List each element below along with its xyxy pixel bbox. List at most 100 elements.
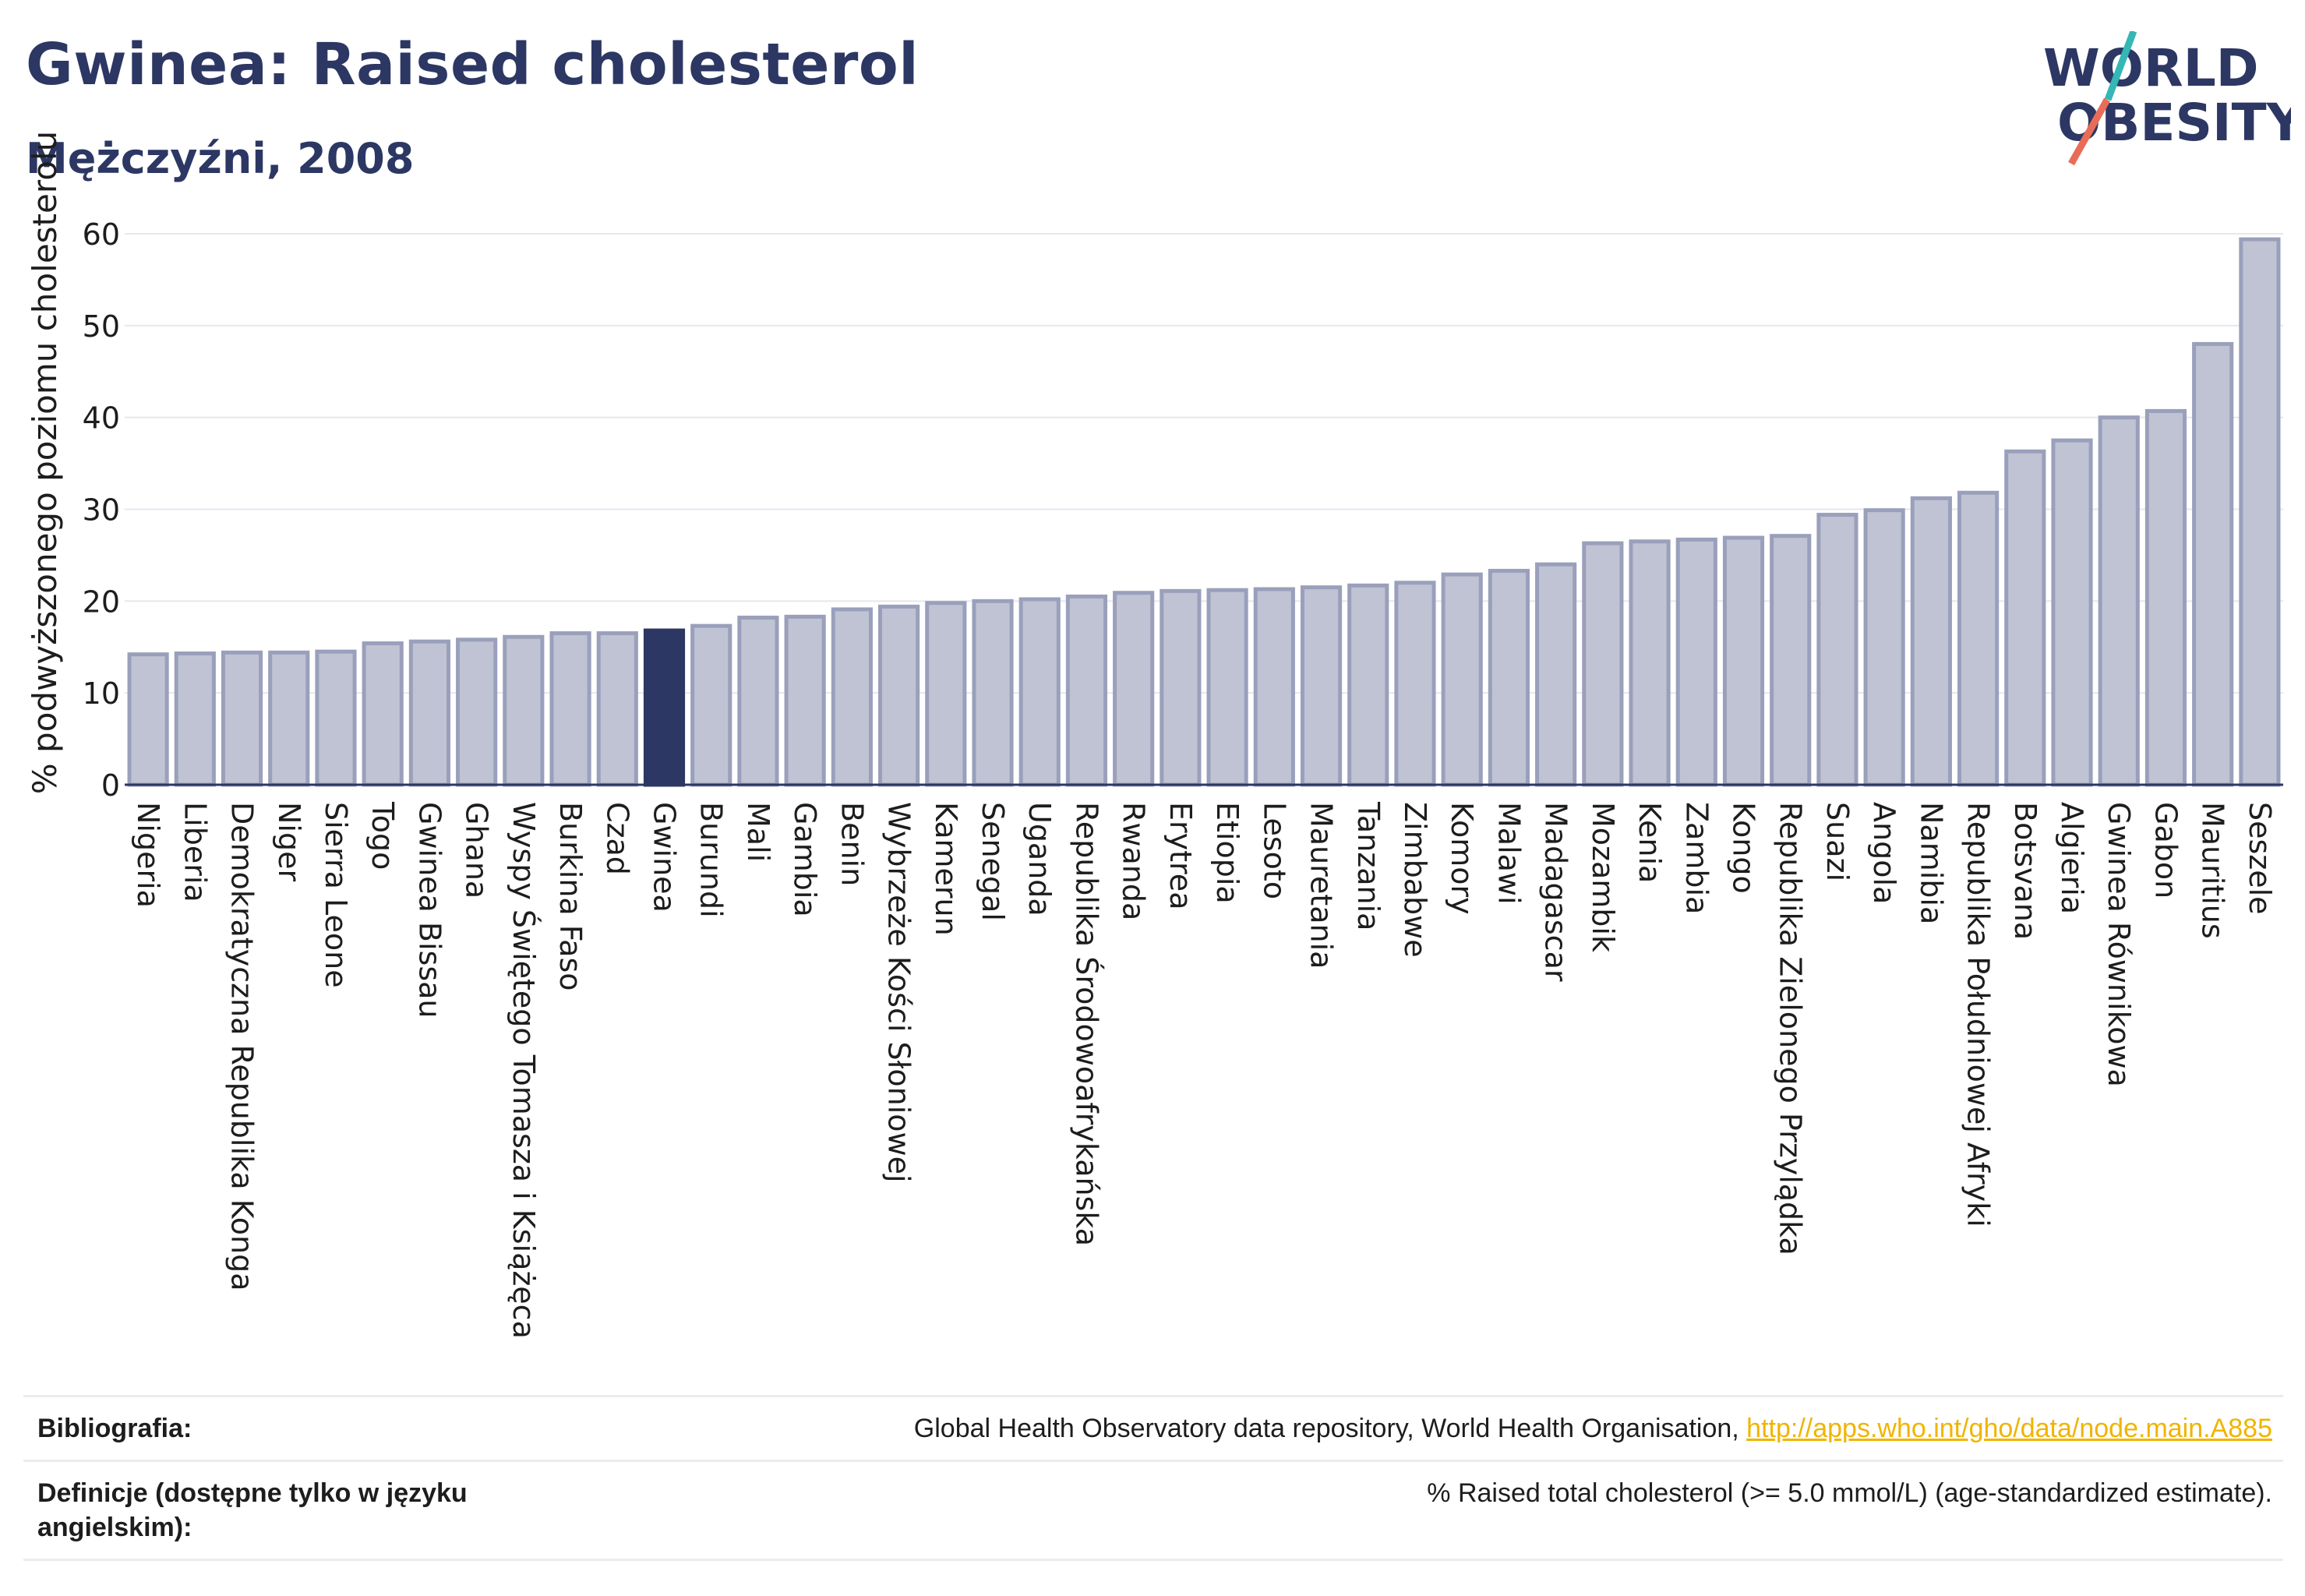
- bar: [408, 639, 451, 787]
- x-tick-label: Burkina Faso: [553, 802, 588, 991]
- bar: [549, 631, 591, 787]
- x-tick-label: Botsvana: [2008, 802, 2042, 940]
- bar: [972, 598, 1014, 787]
- x-tick-label: Togo: [365, 801, 400, 870]
- bar: [1629, 539, 1671, 787]
- x-tick-label: Mozambik: [1586, 802, 1620, 952]
- x-tick-label: Gabon: [2148, 802, 2183, 899]
- x-tick-label: Niger: [272, 802, 306, 881]
- bar-chart: 0 10 20 30 40 50 60 % podwyższonego poziomu cho…: [26, 131, 2283, 1339]
- bar: [878, 604, 920, 787]
- chart-subtitle: Mężczyźni, 2008: [26, 134, 415, 183]
- x-tick-label: Senegal: [976, 802, 1010, 921]
- bar: [1488, 568, 1530, 787]
- bar: [1394, 581, 1436, 787]
- bar: [1347, 583, 1389, 787]
- bar: [1018, 597, 1061, 787]
- x-tick-label: Seszele: [2243, 802, 2277, 915]
- x-tick-label: Lesoto: [1257, 802, 1291, 899]
- chart-title: Gwinea: Raised cholesterol: [26, 31, 920, 98]
- x-tick-label: Sierra Leone: [319, 802, 353, 988]
- x-tick-label: Gambia: [788, 802, 822, 917]
- bar: [1722, 535, 1765, 787]
- y-tick-label: 30: [83, 493, 120, 528]
- x-tick-label: Uganda: [1022, 802, 1057, 916]
- bar: [1253, 587, 1295, 787]
- definition-value: % Raised total cholesterol (>= 5.0 mmol/…: [1427, 1478, 2272, 1508]
- bar: [1441, 572, 1483, 787]
- bar: [784, 614, 826, 787]
- x-tick-label: Madagascar: [1539, 802, 1573, 982]
- x-tick-label: Kamerun: [929, 802, 963, 936]
- x-tick-label: Nigeria: [131, 802, 165, 908]
- x-tick-label: Demokratyczna Republika Konga: [225, 802, 259, 1291]
- bar: [596, 631, 638, 787]
- definition-row: Definicje (dostępne tylko w języku angie…: [23, 1460, 2283, 1561]
- x-tick-label: Benin: [835, 802, 869, 886]
- bar: [1113, 591, 1155, 787]
- bar: [1535, 562, 1577, 787]
- x-tick-label: Mauretania: [1304, 802, 1339, 969]
- y-tick-label: 0: [101, 768, 120, 803]
- bar: [643, 628, 686, 787]
- logo-word-world: WORLD: [2043, 38, 2259, 98]
- x-tick-label: Liberia: [178, 802, 212, 902]
- bar: [1770, 534, 1812, 787]
- bar: [2051, 438, 2093, 787]
- bar: [2192, 341, 2234, 787]
- bar: [1160, 588, 1202, 787]
- source-link[interactable]: http://apps.who.int/gho/data/node.main.A…: [1746, 1414, 2272, 1443]
- y-tick-label: 20: [83, 584, 120, 619]
- bar: [2239, 237, 2281, 787]
- x-tick-label: Komory: [1445, 802, 1479, 915]
- bar: [925, 601, 967, 787]
- y-tick-label: 60: [83, 217, 120, 252]
- bar: [127, 652, 169, 787]
- y-tick-label: 10: [83, 676, 120, 711]
- x-tick-label: Suazi: [1820, 802, 1855, 881]
- chart-footer: Bibliografia: Global Health Observatory …: [23, 1395, 2283, 1561]
- bar: [174, 651, 216, 787]
- x-tick-label: Algieria: [2055, 802, 2089, 914]
- x-tick-label: Mauritius: [2196, 802, 2230, 939]
- x-tick-label: Kenia: [1633, 802, 1667, 883]
- x-tick-label: Republika Południowej Afryki: [1961, 802, 1996, 1227]
- x-tick-label: Gwinea Bissau: [412, 802, 447, 1019]
- bar: [1675, 537, 1717, 787]
- source-label: Bibliografia:: [37, 1414, 192, 1443]
- y-axis-title: % podwyższonego poziomu cholesterolu: [26, 131, 64, 794]
- x-tick-label: Ghana: [460, 802, 494, 899]
- bar: [1206, 588, 1248, 787]
- bar: [1582, 541, 1624, 787]
- bar: [1065, 594, 1108, 787]
- bar: [1957, 490, 2000, 787]
- x-tick-label: Kongo: [1727, 802, 1761, 894]
- x-tick-label: Etiopia: [1210, 802, 1244, 904]
- x-tick-label: Czad: [600, 802, 634, 875]
- x-tick-label: Angola: [1867, 802, 1901, 904]
- x-tick-label: Zambia: [1679, 802, 1714, 914]
- bar: [2004, 449, 2046, 787]
- source-row: Bibliografia: Global Health Observatory …: [23, 1395, 2283, 1460]
- bar: [1910, 496, 1952, 787]
- bar: [503, 634, 545, 787]
- bar: [2098, 415, 2140, 787]
- x-tick-label: Wyspy Świętego Tomasza i Książęca: [507, 802, 541, 1339]
- bar: [456, 637, 498, 787]
- x-tick-label: Burundi: [694, 802, 729, 918]
- x-tick-label: Republika Środowoafrykańska: [1069, 802, 1103, 1246]
- bar: [737, 616, 779, 787]
- bar: [315, 649, 357, 787]
- x-tick-label: Erytrea: [1163, 802, 1198, 909]
- logo-coral-slash: [2068, 97, 2110, 166]
- bar: [221, 650, 263, 787]
- source-value: Global Health Observatory data repositor…: [914, 1411, 2272, 1446]
- x-tick-label: Rwanda: [1117, 802, 1151, 920]
- source-text: Global Health Observatory data repositor…: [913, 1414, 1747, 1443]
- x-tick-label: Malawi: [1491, 802, 1526, 905]
- bar: [1863, 508, 1905, 787]
- bar: [690, 623, 732, 787]
- x-tick-label: Namibia: [1914, 802, 1948, 924]
- world-obesity-logo: WORLD OBESITY: [2043, 31, 2291, 166]
- bar: [1300, 585, 1343, 787]
